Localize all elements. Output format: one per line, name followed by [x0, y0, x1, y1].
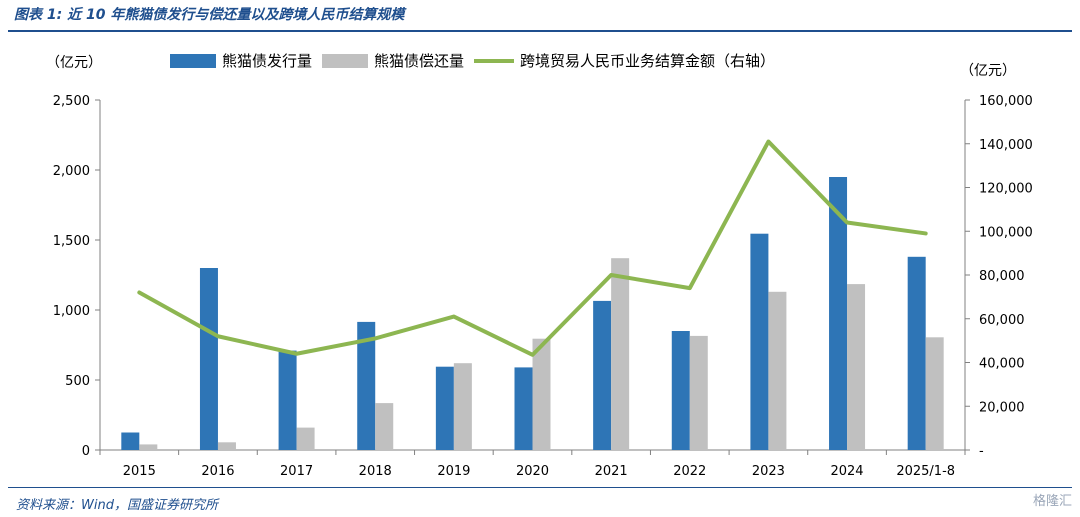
bar-repayment	[925, 337, 944, 450]
right-axis-tick-label: 20,000	[979, 400, 1025, 415]
bar-issuance	[435, 366, 454, 450]
bar-issuance	[750, 233, 769, 450]
legend-item-settlement: 跨境贸易人民币业务结算金额（右轴）	[474, 50, 775, 71]
left-axis-unit: （亿元）	[46, 55, 102, 71]
right-axis-tick-label: 100,000	[979, 225, 1033, 240]
bar-repayment	[375, 403, 394, 450]
right-axis-tick-label: -	[979, 444, 984, 459]
legend-item-issuance: 熊猫债发行量	[170, 50, 312, 71]
line-settlement	[137, 139, 928, 357]
x-axis-tick-label: 2023	[752, 464, 785, 479]
right-axis-tick-label: 120,000	[979, 182, 1033, 197]
right-axis-tick-label: 80,000	[979, 269, 1025, 284]
footer-rule	[8, 487, 1072, 488]
x-axis-tick-label: 2018	[359, 464, 392, 479]
bar-repayment	[768, 291, 787, 450]
left-axis-tick-label: 2,500	[53, 94, 90, 109]
left-axis-tick-label: 500	[65, 374, 90, 389]
title-rule	[8, 30, 1072, 32]
right-axis-tick-label: 140,000	[979, 138, 1033, 153]
legend-swatch-repayment	[322, 53, 369, 68]
left-axis-tick-label: 0	[82, 444, 90, 459]
x-axis-tick-label: 2019	[437, 464, 470, 479]
figure-title: 图表 1: 近 10 年熊猫债发行与偿还量以及跨境人民币结算规模	[14, 7, 405, 23]
legend-item-repayment: 熊猫债偿还量	[322, 50, 464, 71]
bar-issuance	[514, 367, 533, 450]
x-axis-tick-label: 2016	[201, 464, 234, 479]
left-axis-tick-label: 1,000	[53, 304, 90, 319]
source-note: 资料来源：Wind，国盛证券研究所	[16, 498, 218, 513]
bar-issuance	[199, 268, 218, 450]
bar-issuance	[593, 300, 612, 450]
bar-issuance	[121, 432, 140, 450]
bar-repayment	[139, 444, 158, 450]
legend-label-repayment: 熊猫债偿还量	[374, 52, 465, 70]
right-axis-tick-label: 40,000	[979, 357, 1025, 372]
x-axis-tick-label: 2017	[280, 464, 313, 479]
legend: 熊猫债发行量 熊猫债偿还量 跨境贸易人民币业务结算金额（右轴）	[170, 50, 785, 71]
legend-label-settlement: 跨境贸易人民币业务结算金额（右轴）	[520, 52, 776, 70]
x-axis-tick-label: 2015	[123, 464, 156, 479]
legend-label-issuance: 熊猫债发行量	[222, 52, 313, 70]
watermark: 格隆汇	[1032, 494, 1072, 509]
left-axis-tick-label: 1,500	[53, 234, 90, 249]
left-axis-tick-label: 2,000	[53, 164, 90, 179]
bar-repayment	[217, 442, 236, 450]
right-axis-tick-label: 60,000	[979, 313, 1025, 328]
x-axis-tick-label: 2022	[673, 464, 706, 479]
x-axis-tick-label: 2025/1-8	[896, 464, 955, 479]
bar-issuance	[907, 256, 926, 450]
bar-repayment	[847, 284, 866, 450]
x-axis-tick-label: 2024	[830, 464, 863, 479]
right-axis-tick-label: 160,000	[979, 94, 1033, 109]
legend-swatch-issuance	[170, 53, 216, 68]
bar-repayment	[611, 258, 630, 450]
bar-repayment	[453, 363, 472, 450]
x-axis-tick-label: 2021	[595, 464, 628, 479]
bar-repayment	[532, 338, 551, 450]
bar-issuance	[829, 177, 848, 450]
bar-issuance	[278, 350, 297, 450]
right-axis-unit: （亿元）	[960, 63, 1016, 79]
bar-issuance	[357, 321, 376, 450]
bar-issuance	[671, 331, 690, 450]
bar-repayment	[689, 335, 708, 450]
x-axis-tick-label: 2020	[516, 464, 549, 479]
legend-swatch-settlement	[474, 58, 515, 63]
bar-repayment	[296, 427, 315, 450]
